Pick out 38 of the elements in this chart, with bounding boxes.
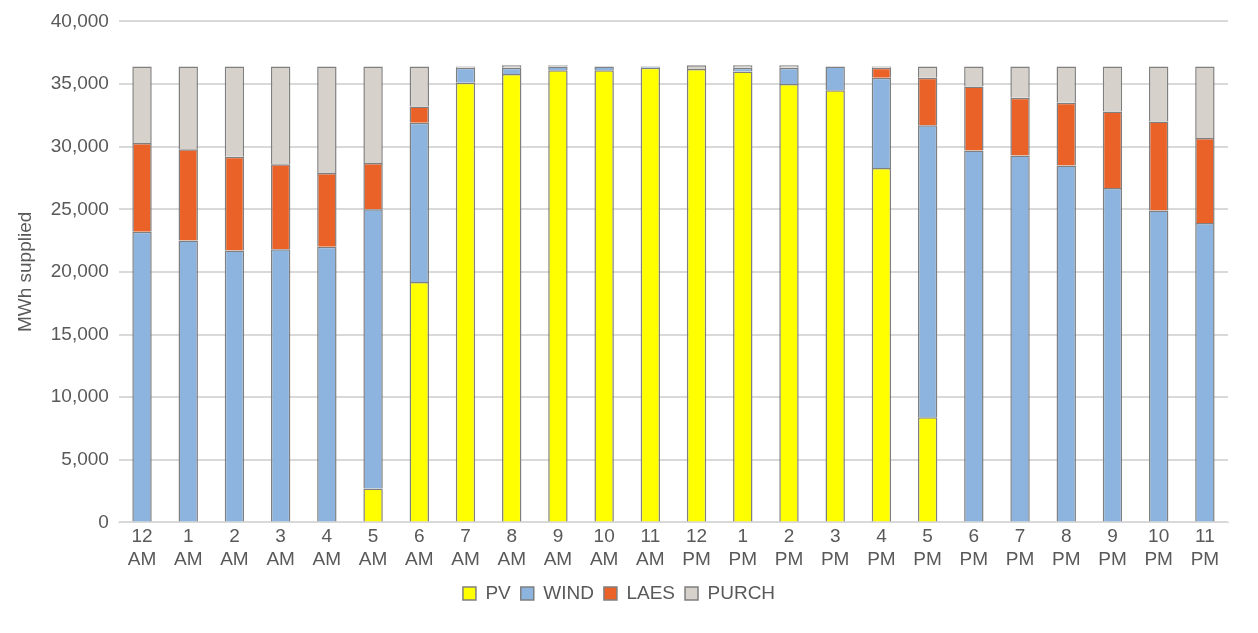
x-tick-label: 5 AM <box>358 525 388 569</box>
x-tick-label: 10 PM <box>1144 525 1173 569</box>
x-tick-label: 4 PM <box>867 525 896 569</box>
y-tick-label: 10,000 <box>50 385 109 407</box>
y-tick-label: 0 <box>98 510 109 532</box>
x-tick-label: 2 AM <box>220 525 249 569</box>
legend-label: LAES <box>626 581 676 603</box>
x-tick-label: 12 PM <box>682 525 711 569</box>
x-tick-label: 5 PM <box>913 525 942 569</box>
legend-label: WIND <box>543 581 594 603</box>
y-tick-label: 25,000 <box>50 197 109 219</box>
x-tick-label: 11 PM <box>1190 525 1220 569</box>
x-tick-label: 10 AM <box>589 525 619 569</box>
y-tick-label: 35,000 <box>50 72 109 94</box>
x-tick-label: 1 PM <box>728 525 758 569</box>
y-tick-label: 5,000 <box>61 448 109 470</box>
x-tick-label: 6 PM <box>959 525 989 569</box>
x-tick-label: 9 PM <box>1098 525 1127 569</box>
x-tick-label: 11 AM <box>636 525 665 569</box>
y-tick-label: 40,000 <box>50 9 109 31</box>
legend-label: PV <box>485 581 512 603</box>
y-tick-label: 30,000 <box>50 134 109 156</box>
x-tick-label: 8 PM <box>1052 525 1081 569</box>
x-tick-label: 6 AM <box>405 525 434 569</box>
x-tick-label: 1 AM <box>173 525 203 569</box>
x-tick-label: 3 AM <box>266 525 295 569</box>
y-axis-title: MWh supplied <box>13 211 35 333</box>
y-tick-label: 15,000 <box>50 322 109 344</box>
x-tick-label: 3 PM <box>820 525 850 569</box>
x-tick-label: 12 AM <box>127 525 157 569</box>
x-tick-label: 8 AM <box>497 525 526 569</box>
legend-label: PURCH <box>707 581 776 603</box>
y-tick-label: 20,000 <box>50 260 109 282</box>
x-tick-label: 4 AM <box>312 525 342 569</box>
x-tick-label: 7 AM <box>451 525 480 569</box>
x-tick-label: 9 AM <box>543 525 573 569</box>
x-tick-label: 2 PM <box>774 525 804 569</box>
x-tick-label: 7 PM <box>1005 525 1035 569</box>
